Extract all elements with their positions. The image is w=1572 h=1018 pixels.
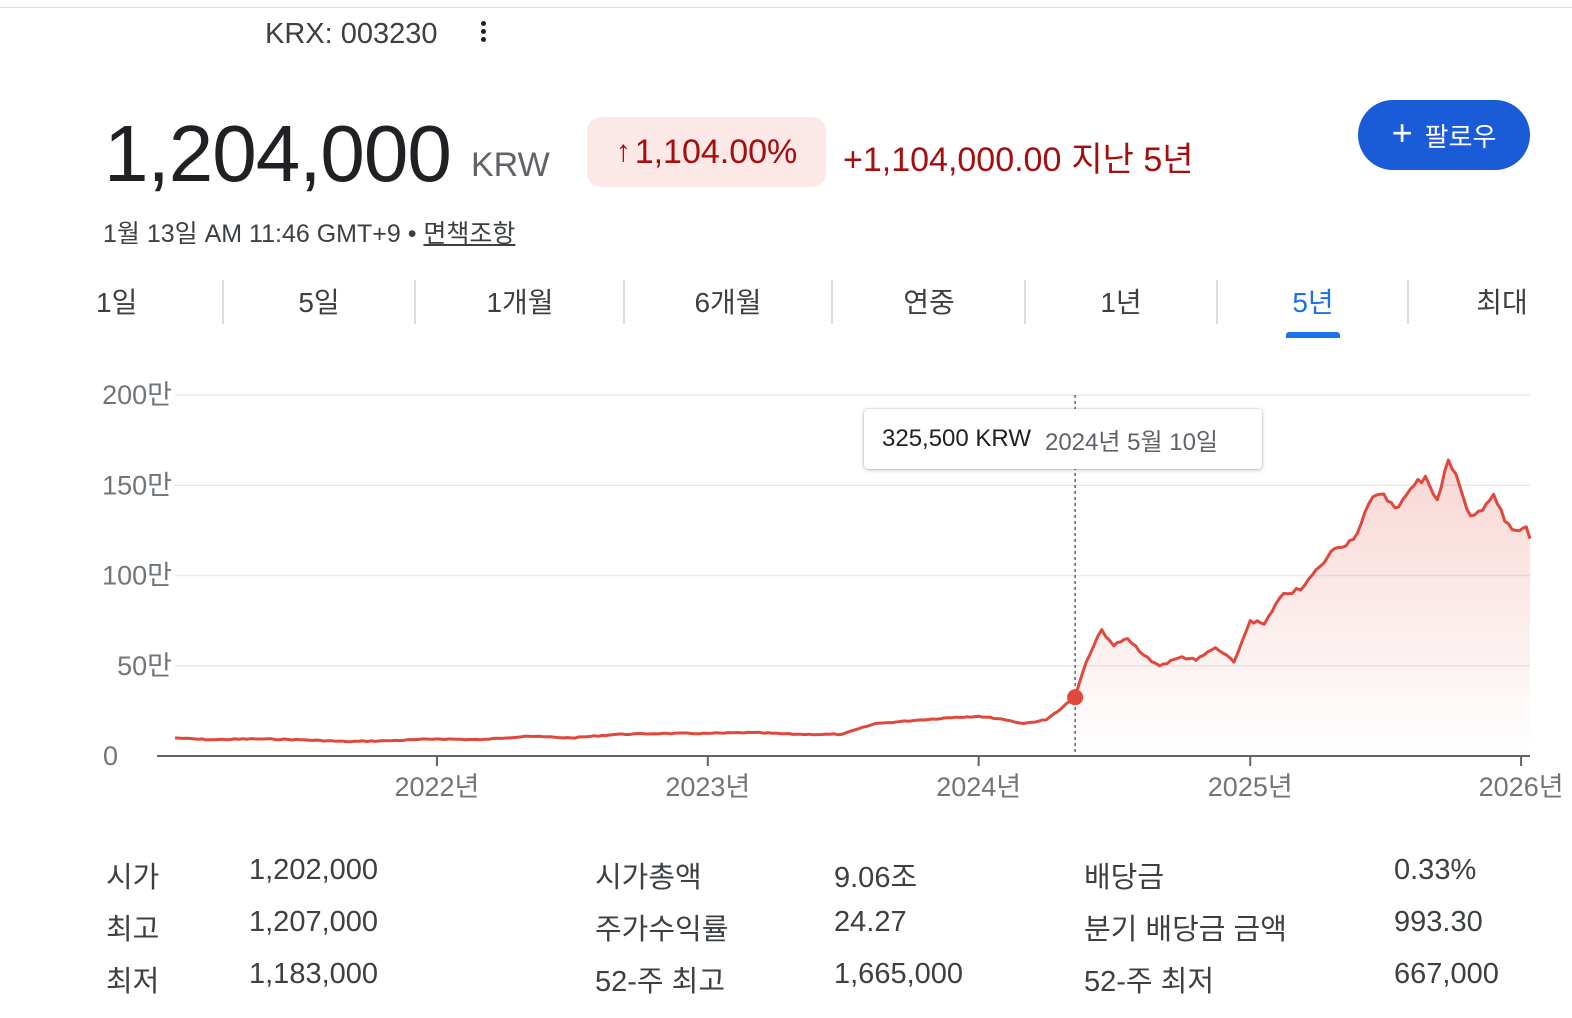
disclaimer-link[interactable]: 면책조항 [423,220,516,248]
plus-icon: + [1391,112,1413,153]
tab-divider [1407,280,1409,324]
stat-label-high: 최고 [106,914,160,946]
y-tick-label: 0 [103,741,118,771]
tab-1y[interactable]: 1년 [1100,287,1142,318]
tab-divider [623,280,625,324]
x-tick-label: 2022년 [394,772,479,802]
price-line [174,458,1532,744]
timestamp-line: 1월 13일 AM 11:46 GMT+9 • 면책조항 [103,214,515,250]
top-divider [0,7,1572,8]
tab-divider [831,280,833,324]
y-tick-label: 150만 [102,470,172,500]
currency-code: KRW [471,146,550,184]
stat-value-52w-low: 667,000 [1394,958,1499,990]
stat-label-low: 최저 [106,966,160,998]
current-price: 1,204,000 [104,109,452,198]
timestamp: 1월 13일 AM 11:46 GMT+9 • [103,220,417,248]
arrow-up-icon: ↑ [615,135,631,168]
absolute-change: +1,104,000.00 지난 5년 [843,132,1204,181]
tab-1m[interactable]: 1개월 [486,287,554,318]
stat-value-market-cap: 9.06조 [834,862,918,894]
stat-value-pe-ratio: 24.27 [834,906,907,938]
change-percent: 1,104.00% [634,132,798,171]
stat-value-quarterly-dividend: 993.30 [1394,906,1483,938]
x-tick-label: 2024년 [936,772,1021,802]
active-tab-indicator [1286,332,1340,338]
x-tick-label: 2025년 [1208,772,1293,802]
y-tick-label: 50만 [117,651,172,681]
tab-divider [222,280,224,324]
tab-1d[interactable]: 1일 [96,287,138,318]
tab-5y-label: 5년 [1292,287,1334,318]
follow-label: 팔로우 [1424,121,1497,152]
stat-label-dividend: 배당금 [1084,862,1165,894]
ticker-symbol: KRX: 003230 [265,18,438,50]
stat-label-pe-ratio: 주가수익률 [595,914,729,946]
price-chart[interactable]: 200만 150만 100만 50만 0 2022년 2023년 2024년 2025년 202… [0,360,1572,810]
tab-divider [1024,280,1026,324]
x-tick-label: 2026년 [1479,772,1564,802]
tab-max[interactable]: 최대 [1476,287,1528,318]
stat-label-quarterly-dividend: 분기 배당금 금액 [1084,914,1287,946]
tab-6m[interactable]: 6개월 [694,287,762,318]
tab-ytd[interactable]: 연중 [903,287,955,318]
y-tick-label: 200만 [102,380,172,410]
stat-label-market-cap: 시가총액 [595,862,702,894]
more-vert-icon[interactable] [472,18,494,50]
change-period: 지난 5년 [1071,141,1194,179]
tab-5y[interactable]: 5년 [1280,278,1346,338]
stats-table: 시가 1,202,000 시가총액 9.06조 배당금 0.33% 최고 1,2… [0,848,1572,1008]
stat-label-52w-high: 52-주 최고 [595,966,726,998]
x-tick-label: 2023년 [665,772,750,802]
tooltip-price: 325,500 KRW [882,425,1031,452]
stat-value-low: 1,183,000 [249,958,379,990]
stat-label-open: 시가 [106,862,160,894]
tab-divider [414,280,416,324]
stat-value-52w-high: 1,665,000 [834,958,964,990]
stat-label-52w-low: 52-주 최저 [1084,966,1215,998]
price-area-fill [1075,460,1530,756]
stat-value-dividend: 0.33% [1394,854,1477,886]
y-tick-label: 100만 [102,561,172,591]
tooltip-date: 2024년 5월 10일 [1044,428,1218,456]
highlight-point [1067,689,1084,706]
follow-button[interactable]: + 팔로우 [1358,100,1530,170]
tab-divider [1216,280,1218,324]
range-tabs: 1일 5일 1개월 6개월 연중 1년 5년 최대 [96,278,1536,338]
change-percent-badge: ↑ 1,104.00% [587,117,826,187]
stat-value-high: 1,207,000 [249,906,379,938]
tab-5d[interactable]: 5일 [298,287,340,318]
stat-value-open: 1,202,000 [249,854,379,886]
chart-tooltip: 325,500 KRW 2024년 5월 10일 [864,409,1262,469]
change-amount: +1,104,000.00 [843,141,1062,179]
